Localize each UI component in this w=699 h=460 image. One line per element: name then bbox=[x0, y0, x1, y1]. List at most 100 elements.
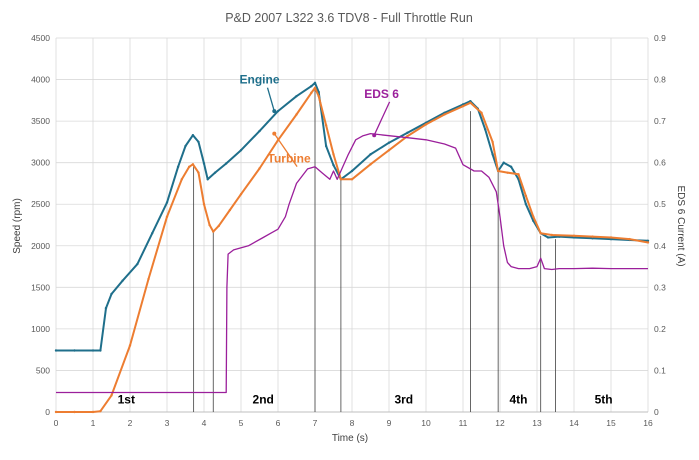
data-point-turbine bbox=[202, 203, 206, 206]
data-point-turbine bbox=[332, 153, 335, 156]
data-point-engine bbox=[313, 81, 317, 85]
y2-tick-label: 0.3 bbox=[654, 282, 666, 292]
data-point-turbine bbox=[443, 113, 446, 116]
grid bbox=[55, 37, 649, 413]
data-point-turbine bbox=[128, 344, 132, 347]
data-point-turbine bbox=[188, 165, 191, 169]
data-point-engine bbox=[121, 279, 124, 282]
data-point-turbine bbox=[496, 169, 500, 173]
data-point-engine bbox=[406, 131, 409, 134]
y-tick-label: 2000 bbox=[31, 241, 50, 251]
y-tick-label: 3500 bbox=[31, 116, 50, 126]
x-tick-label: 0 bbox=[54, 418, 59, 428]
axes: 0 1 2 3 4 5 6 7 8 9 10 11 12 13 14 15 160500100015002000… bbox=[31, 33, 666, 428]
data-point-engine bbox=[387, 141, 391, 144]
chart-title: P&D 2007 L322 3.6 TDV8 - Full Throttle R… bbox=[225, 11, 473, 25]
data-point-engine bbox=[295, 94, 298, 98]
gear-label: 1st bbox=[118, 393, 135, 407]
data-point-turbine bbox=[73, 410, 76, 414]
gear-label: 2nd bbox=[253, 393, 274, 407]
x-tick-label: 16 bbox=[643, 418, 653, 428]
y2-tick-label: 0.8 bbox=[654, 75, 666, 85]
data-point-engine bbox=[469, 99, 472, 103]
gear-shift-lines bbox=[193, 87, 556, 412]
data-point-engine bbox=[502, 161, 505, 164]
data-point-turbine bbox=[147, 277, 150, 281]
data-point-turbine bbox=[217, 224, 220, 228]
data-point-turbine bbox=[591, 235, 594, 238]
data-point-turbine bbox=[91, 410, 95, 414]
data-point-turbine bbox=[350, 178, 354, 181]
data-point-turbine bbox=[387, 149, 391, 152]
data-point-turbine bbox=[110, 394, 113, 397]
x-tick-label: 6 bbox=[276, 418, 281, 428]
series-lines bbox=[54, 81, 650, 414]
data-point-engine bbox=[591, 237, 594, 240]
data-point-engine bbox=[104, 306, 108, 310]
data-point-turbine bbox=[313, 86, 317, 90]
gear-label: 5th bbox=[595, 393, 613, 407]
data-point-engine bbox=[206, 178, 209, 181]
annotation-arrowhead bbox=[272, 131, 277, 136]
data-point-turbine bbox=[572, 234, 576, 238]
x-tick-label: 1 bbox=[91, 418, 96, 428]
data-point-engine bbox=[332, 163, 335, 167]
data-point-turbine bbox=[180, 178, 183, 181]
data-point-engine bbox=[184, 144, 187, 148]
data-point-turbine bbox=[646, 241, 650, 244]
x-tick-label: 14 bbox=[569, 418, 579, 428]
data-point-turbine bbox=[480, 111, 483, 115]
data-point-engine bbox=[484, 128, 487, 131]
data-point-turbine bbox=[424, 123, 428, 126]
data-point-turbine bbox=[461, 104, 465, 108]
data-point-turbine bbox=[406, 134, 409, 138]
data-point-turbine bbox=[197, 171, 200, 174]
data-point-turbine bbox=[191, 163, 195, 166]
data-point-engine bbox=[151, 232, 154, 235]
data-point-turbine bbox=[532, 215, 535, 218]
annotation-label: Engine bbox=[239, 73, 279, 87]
data-point-engine bbox=[509, 165, 513, 169]
data-point-engine bbox=[350, 169, 354, 173]
y2-tick-label: 0.7 bbox=[654, 116, 666, 126]
data-point-engine bbox=[546, 236, 550, 239]
y2-tick-label: 0.5 bbox=[654, 199, 666, 209]
data-point-turbine bbox=[258, 167, 261, 170]
x-tick-label: 5 bbox=[239, 418, 244, 428]
data-point-turbine bbox=[491, 140, 494, 144]
annotation-arrow bbox=[373, 101, 391, 136]
x-axis-title: Time (s) bbox=[332, 433, 368, 444]
x-tick-label: 12 bbox=[495, 418, 505, 428]
data-point-engine bbox=[99, 349, 102, 352]
data-point-engine bbox=[136, 262, 139, 266]
x-tick-label: 3 bbox=[165, 418, 170, 428]
x-tick-label: 10 bbox=[421, 418, 431, 428]
data-point-turbine bbox=[628, 237, 631, 241]
y-tick-label: 3000 bbox=[31, 158, 50, 168]
x-tick-label: 2 bbox=[128, 418, 133, 428]
annotation-label: Turbine bbox=[268, 152, 311, 166]
data-point-turbine bbox=[524, 194, 528, 198]
data-point-engine bbox=[369, 153, 372, 156]
data-point-engine bbox=[276, 109, 280, 113]
data-point-turbine bbox=[54, 410, 58, 414]
y-tick-label: 0 bbox=[45, 407, 50, 417]
y-axis-title: Speed (rpm) bbox=[12, 198, 23, 254]
y2-tick-label: 0.9 bbox=[654, 33, 666, 43]
y-tick-label: 1000 bbox=[31, 324, 50, 334]
annotation-arrowhead bbox=[272, 109, 277, 114]
x-tick-label: 11 bbox=[459, 418, 468, 428]
x-tick-label: 13 bbox=[532, 418, 542, 428]
data-point-engine bbox=[165, 201, 169, 204]
gear-label: 4th bbox=[510, 393, 528, 407]
y2-tick-label: 0 bbox=[654, 407, 659, 417]
data-point-turbine bbox=[208, 223, 211, 227]
x-tick-label: 7 bbox=[313, 418, 318, 428]
annotation-arrow bbox=[273, 133, 298, 168]
data-point-turbine bbox=[324, 124, 328, 127]
annotation-arrowhead bbox=[372, 133, 377, 138]
data-point-turbine bbox=[506, 171, 509, 174]
data-point-turbine bbox=[469, 101, 472, 105]
